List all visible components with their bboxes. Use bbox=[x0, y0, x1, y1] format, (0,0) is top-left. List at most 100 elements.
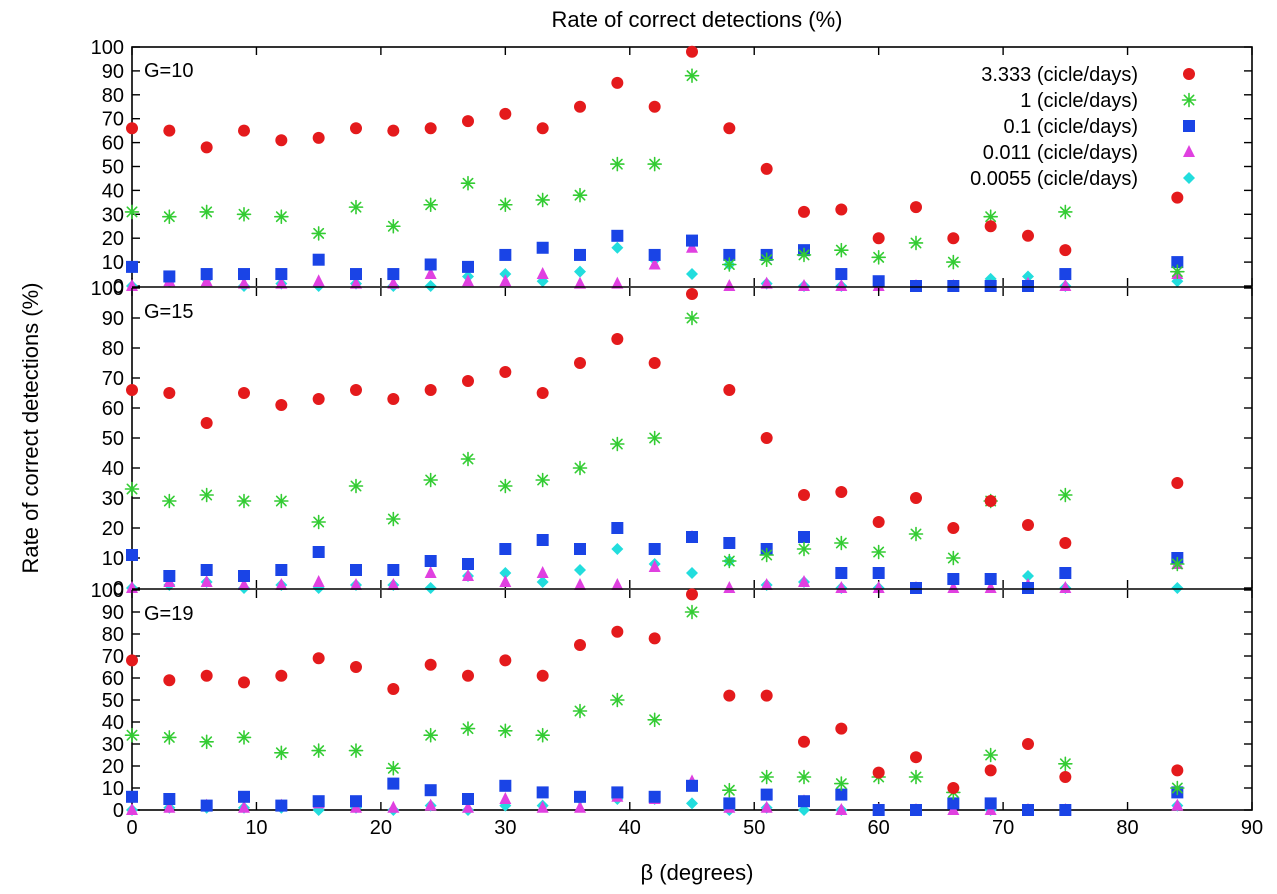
data-point-star bbox=[162, 493, 177, 509]
data-point-triangle bbox=[275, 578, 288, 590]
data-point-star bbox=[834, 242, 849, 258]
data-point-circle bbox=[947, 782, 960, 794]
data-point-circle bbox=[1022, 519, 1034, 531]
data-point-circle bbox=[350, 122, 362, 135]
data-point-square bbox=[947, 797, 960, 810]
data-point-square bbox=[611, 229, 624, 242]
data-point-triangle bbox=[462, 274, 474, 287]
y-axis-label: Rate of correct detections (%) bbox=[18, 282, 43, 573]
data-point-star bbox=[274, 493, 289, 509]
data-point-star bbox=[647, 156, 662, 172]
legend-item: 0.0055 (cicle/days) bbox=[970, 168, 1195, 190]
y-tick-label: 40 bbox=[102, 712, 124, 734]
data-point-triangle bbox=[499, 575, 512, 587]
data-point-star bbox=[199, 734, 214, 750]
y-tick-label: 50 bbox=[102, 157, 124, 179]
y-tick-label: 30 bbox=[102, 734, 124, 756]
data-point-star bbox=[796, 769, 812, 785]
data-point-circle bbox=[760, 162, 773, 175]
data-point-diamond bbox=[499, 567, 512, 579]
data-point-square bbox=[350, 795, 362, 808]
data-point-triangle bbox=[200, 575, 213, 587]
data-point-square bbox=[312, 546, 325, 558]
data-point-star bbox=[759, 769, 774, 785]
data-point-circle bbox=[723, 384, 736, 396]
data-point-triangle bbox=[499, 792, 512, 804]
data-point-circle bbox=[798, 735, 810, 748]
data-point-square bbox=[798, 531, 810, 543]
x-tick-label: 60 bbox=[868, 817, 890, 839]
chart-title: Rate of correct detections (%) bbox=[551, 7, 842, 32]
panel-g-15: 0 10 20 30 40 50 60 70 80 90 100 G=15 bbox=[91, 278, 1253, 600]
data-point-triangle bbox=[611, 276, 624, 289]
data-point-square bbox=[798, 795, 810, 808]
legend-marker-triangle bbox=[1183, 145, 1195, 157]
x-tick-label: 20 bbox=[370, 817, 392, 839]
data-point-triangle bbox=[798, 279, 810, 291]
y-tick-label: 80 bbox=[102, 338, 124, 360]
data-point-circle bbox=[910, 201, 922, 214]
data-point-circle bbox=[574, 357, 586, 369]
data-point-square bbox=[648, 790, 661, 803]
data-point-star bbox=[311, 226, 326, 241]
data-point-triangle bbox=[238, 578, 250, 590]
data-point-star bbox=[908, 235, 924, 251]
y-tick-label: 10 bbox=[102, 252, 124, 274]
data-point-circle bbox=[200, 417, 213, 429]
data-point-star bbox=[759, 252, 774, 268]
data-point-square bbox=[350, 564, 362, 576]
data-point-circle bbox=[984, 764, 997, 777]
data-point-triangle bbox=[835, 803, 848, 815]
data-point-square bbox=[835, 788, 848, 801]
data-point-square bbox=[760, 788, 773, 801]
data-point-star bbox=[610, 436, 625, 452]
data-point-star bbox=[572, 460, 588, 476]
data-point-triangle bbox=[536, 800, 549, 813]
data-point-circle bbox=[163, 124, 176, 137]
data-point-star bbox=[348, 478, 364, 494]
data-point-star bbox=[535, 192, 550, 208]
data-point-square bbox=[1022, 280, 1034, 292]
data-point-star bbox=[759, 547, 774, 563]
y-tick-label: 90 bbox=[102, 61, 124, 83]
data-point-triangle bbox=[648, 560, 661, 572]
data-point-diamond bbox=[424, 582, 437, 594]
data-point-star bbox=[348, 743, 364, 758]
data-point-square bbox=[648, 248, 661, 261]
x-tick-label: 80 bbox=[1116, 817, 1138, 839]
data-point-circle bbox=[723, 122, 736, 135]
legend-label: 0.0055 (cicle/days) bbox=[970, 168, 1138, 190]
data-point-triangle bbox=[462, 569, 474, 581]
data-point-star bbox=[498, 723, 513, 739]
data-point-triangle bbox=[760, 276, 773, 289]
y-tick-label: 30 bbox=[102, 204, 124, 226]
legend-item: 0.011 (cicle/days) bbox=[983, 142, 1195, 164]
data-point-circle bbox=[163, 674, 176, 687]
data-point-triangle bbox=[238, 800, 250, 813]
data-point-star bbox=[311, 743, 326, 758]
data-point-star bbox=[572, 187, 588, 203]
data-point-circle bbox=[1059, 771, 1072, 783]
legend-label: 0.1 (cicle/days) bbox=[1004, 116, 1139, 138]
data-point-square bbox=[1059, 268, 1072, 281]
data-point-circle bbox=[536, 387, 549, 399]
y-tick-label: 100 bbox=[91, 278, 124, 300]
y-tick-label: 100 bbox=[91, 580, 124, 602]
data-point-square bbox=[611, 786, 624, 799]
data-point-triangle bbox=[1059, 279, 1072, 291]
y-tick-label: 50 bbox=[102, 690, 124, 712]
data-point-triangle bbox=[350, 276, 362, 289]
data-point-star bbox=[460, 721, 476, 736]
data-point-triangle bbox=[424, 566, 437, 578]
data-point-circle bbox=[499, 107, 512, 120]
data-point-star bbox=[274, 745, 289, 761]
data-point-star bbox=[1058, 204, 1073, 220]
x-tick-label: 10 bbox=[245, 817, 267, 839]
data-point-square bbox=[686, 779, 698, 792]
data-point-triangle bbox=[723, 581, 736, 593]
data-point-circle bbox=[910, 751, 922, 764]
data-point-triangle bbox=[536, 566, 549, 578]
data-point-circle bbox=[760, 432, 773, 444]
data-point-circle bbox=[872, 766, 885, 779]
